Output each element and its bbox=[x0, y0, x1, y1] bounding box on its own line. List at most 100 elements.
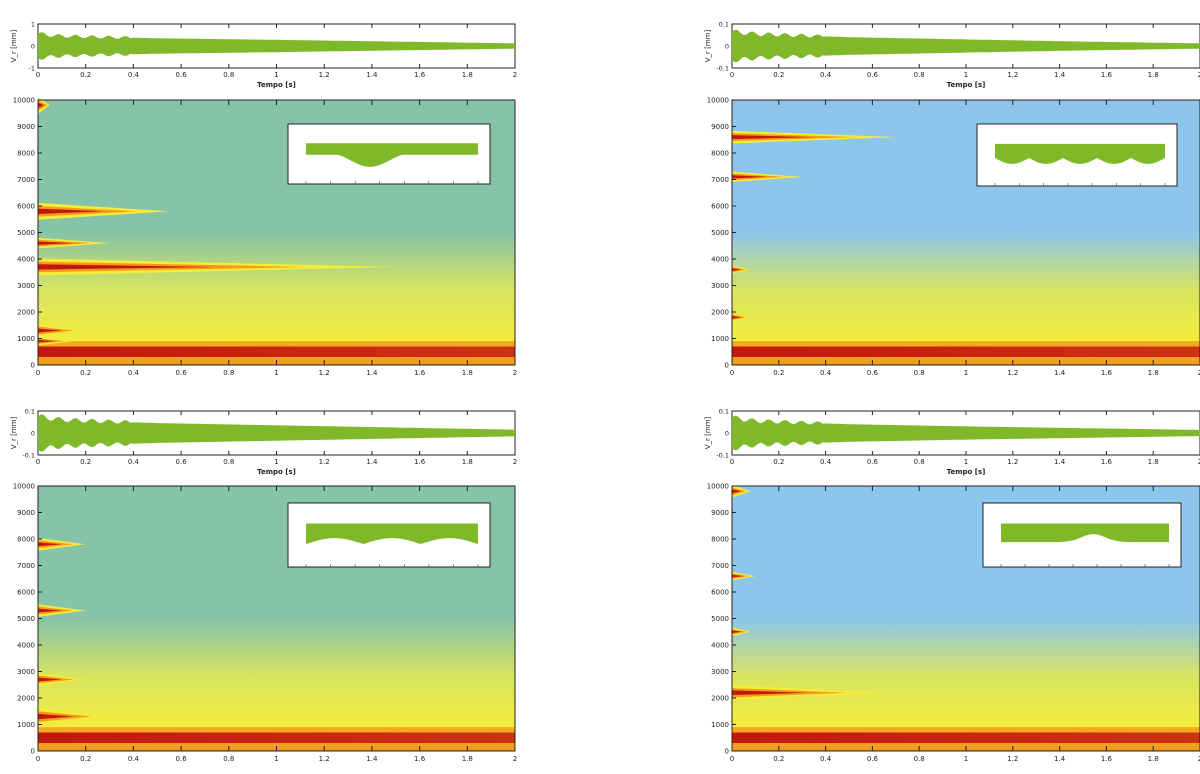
x-tick-label: 2 bbox=[513, 71, 517, 79]
y-tick-label: 0.1 bbox=[719, 408, 729, 416]
y-tick-label: 7000 bbox=[711, 562, 729, 570]
x-tick-label: 0.8 bbox=[223, 369, 234, 377]
inset-signal bbox=[306, 523, 478, 545]
resonance-band-core bbox=[732, 489, 742, 494]
signal-waveform bbox=[732, 29, 1200, 63]
y-tick-label: 0 bbox=[31, 748, 35, 756]
y-tick-label: 0 bbox=[31, 362, 35, 370]
x-tick-label: 1.6 bbox=[414, 458, 426, 466]
fundamental-band-edge bbox=[732, 341, 1200, 347]
x-tick-label: 0.4 bbox=[820, 71, 832, 79]
y-tick-label: 4000 bbox=[711, 256, 729, 264]
signal-waveform bbox=[38, 32, 515, 60]
resonance-band-core bbox=[38, 328, 62, 333]
inset-signal bbox=[306, 143, 478, 167]
y-tick-label: 7000 bbox=[711, 176, 729, 184]
x-tick-label: 1.6 bbox=[1101, 755, 1113, 763]
resonance-band-core bbox=[38, 339, 56, 343]
resonance-band-core bbox=[38, 713, 74, 720]
x-tick-label: 1 bbox=[274, 458, 278, 466]
fundamental-band-edge bbox=[38, 341, 515, 347]
x-tick-label: 0 bbox=[730, 755, 734, 763]
x-tick-label: 1.8 bbox=[462, 458, 473, 466]
x-tick-label: 1.2 bbox=[1007, 369, 1018, 377]
resonance-band-core bbox=[38, 264, 217, 270]
x-tick-label: 1.2 bbox=[319, 458, 330, 466]
x-tick-label: 0 bbox=[36, 71, 40, 79]
x-tick-label: 1.8 bbox=[1148, 458, 1159, 466]
x-tick-label: 1.8 bbox=[1148, 71, 1159, 79]
x-tick-label: 1.6 bbox=[1101, 369, 1113, 377]
x-tick-label: 2 bbox=[513, 755, 517, 763]
inset-profile bbox=[976, 123, 1178, 187]
y-tick-label: 5000 bbox=[711, 229, 729, 237]
x-tick-label: 2 bbox=[513, 458, 517, 466]
x-tick-label: 0.6 bbox=[867, 458, 879, 466]
y-tick-label: 5000 bbox=[711, 615, 729, 623]
x-tick-label: 1.2 bbox=[319, 755, 330, 763]
x-tick-label: 0.2 bbox=[773, 755, 784, 763]
resonance-band-core bbox=[732, 268, 742, 271]
y-tick-label: 10000 bbox=[13, 483, 35, 491]
y-tick-label: 6000 bbox=[711, 589, 729, 597]
resonance-band-core bbox=[732, 630, 742, 634]
y-tick-label: 0 bbox=[725, 430, 729, 438]
x-tick-label: 0.2 bbox=[80, 458, 91, 466]
x-tick-label: 1.2 bbox=[319, 369, 330, 377]
y-tick-label: 4000 bbox=[17, 642, 35, 650]
y-tick-label: 0.1 bbox=[25, 408, 35, 416]
y-tick-label: 10000 bbox=[707, 483, 729, 491]
x-tick-label: 1 bbox=[964, 458, 968, 466]
x-tick-label: 1.8 bbox=[1148, 755, 1159, 763]
x-tick-label: 1.4 bbox=[366, 71, 378, 79]
x-tick-label: 2 bbox=[1198, 458, 1200, 466]
x-tick-label: 0 bbox=[36, 458, 40, 466]
x-tick-label: 0.2 bbox=[80, 369, 91, 377]
x-tick-label: 0.6 bbox=[867, 755, 879, 763]
y-tick-label: 9000 bbox=[17, 509, 35, 517]
inset-profile bbox=[287, 123, 491, 185]
x-axis-label: Tempo [s] bbox=[947, 81, 986, 89]
y-axis-label: V_r [mm] bbox=[704, 416, 712, 449]
y-tick-label: 8000 bbox=[17, 150, 35, 158]
y-tick-label: 9000 bbox=[711, 509, 729, 517]
x-tick-label: 0.6 bbox=[176, 369, 188, 377]
x-tick-label: 1.6 bbox=[414, 755, 426, 763]
y-tick-label: 0 bbox=[725, 43, 729, 51]
resonance-band-core bbox=[38, 208, 104, 214]
x-tick-label: 1 bbox=[964, 369, 968, 377]
y-tick-label: 10000 bbox=[707, 97, 729, 105]
x-tick-label: 1.2 bbox=[1007, 755, 1018, 763]
x-tick-label: 0.8 bbox=[914, 369, 925, 377]
fundamental-band-edge bbox=[38, 727, 515, 733]
x-tick-label: 1 bbox=[274, 369, 278, 377]
y-tick-label: 2000 bbox=[711, 309, 729, 317]
x-tick-label: 0.2 bbox=[773, 369, 784, 377]
x-tick-label: 0.2 bbox=[773, 71, 784, 79]
x-tick-label: 0.6 bbox=[867, 369, 879, 377]
x-tick-label: 0.8 bbox=[223, 755, 234, 763]
x-tick-label: 0.4 bbox=[820, 755, 832, 763]
y-tick-label: 3000 bbox=[711, 668, 729, 676]
x-tick-label: 2 bbox=[1198, 755, 1200, 763]
y-tick-label: 4000 bbox=[711, 642, 729, 650]
x-tick-label: 0.4 bbox=[128, 755, 140, 763]
x-tick-label: 1.4 bbox=[1054, 71, 1066, 79]
x-tick-label: 0.6 bbox=[176, 71, 188, 79]
y-tick-label: 1000 bbox=[711, 721, 729, 729]
y-tick-label: 4000 bbox=[17, 256, 35, 264]
x-tick-label: 1.8 bbox=[462, 369, 473, 377]
resonance-band-core bbox=[732, 574, 744, 578]
x-tick-label: 0 bbox=[730, 369, 734, 377]
y-tick-label: 6000 bbox=[17, 589, 35, 597]
x-tick-label: 0.4 bbox=[128, 71, 140, 79]
y-tick-label: 1000 bbox=[711, 335, 729, 343]
x-tick-label: 1.8 bbox=[462, 755, 473, 763]
resonance-band-core bbox=[38, 542, 62, 547]
y-tick-label: 1000 bbox=[17, 335, 35, 343]
signal-waveform bbox=[732, 415, 1200, 451]
fundamental-band bbox=[732, 346, 1200, 358]
x-tick-label: 1.4 bbox=[1054, 458, 1066, 466]
x-tick-label: 0.2 bbox=[80, 755, 91, 763]
